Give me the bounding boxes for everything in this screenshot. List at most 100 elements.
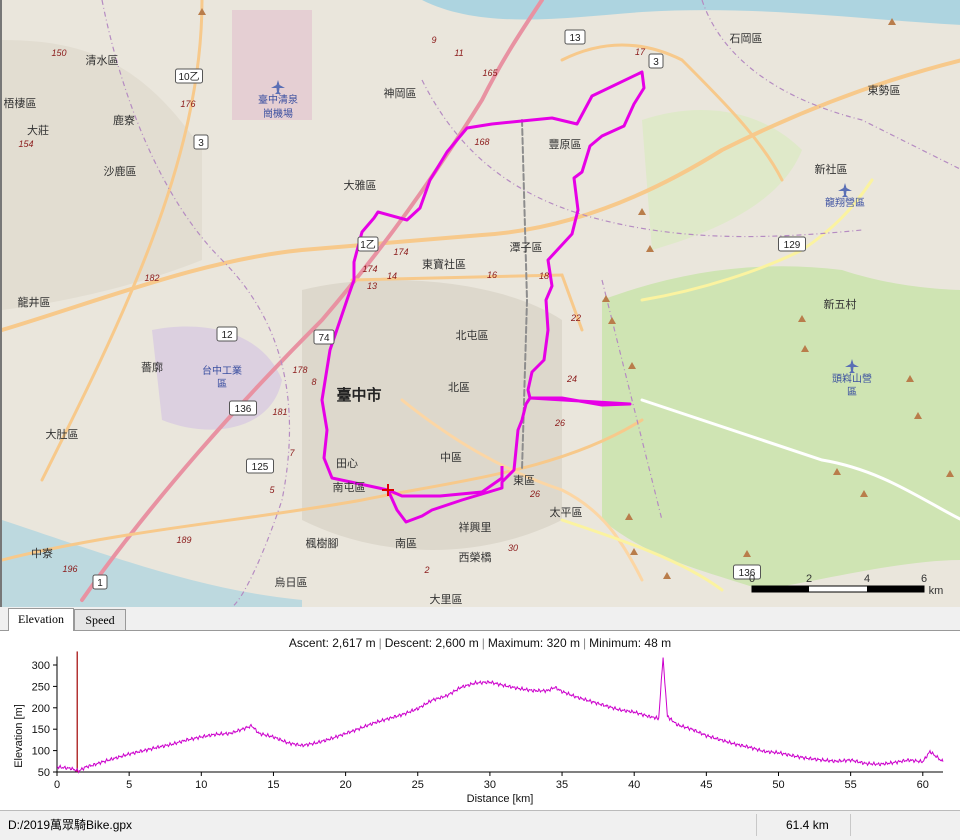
poi-label: 區	[217, 378, 227, 390]
district-label: 神岡區	[384, 86, 417, 100]
tab-elevation[interactable]: Elevation	[8, 608, 74, 631]
district-label: 祥興里	[459, 520, 492, 534]
y-tick-label: 100	[32, 746, 50, 758]
district-label: 沙鹿區	[104, 164, 137, 178]
route-shield-label: 10乙	[178, 71, 199, 83]
poi-label: 頭嵙山營	[832, 372, 872, 385]
district-label: 中寮	[31, 546, 53, 560]
district-label: 中區	[440, 451, 462, 464]
gpx-route	[320, 70, 646, 524]
road-number-label: 7	[289, 448, 295, 458]
x-axis-label: Distance [km]	[467, 793, 534, 805]
route-shield: 129	[778, 236, 806, 252]
x-tick-label: 50	[772, 779, 784, 791]
city-label: 臺中市	[336, 386, 381, 404]
route-shield: 136	[229, 400, 257, 416]
ascent-stat: Ascent: 2,617 m	[288, 636, 376, 650]
route-shield-label: 74	[318, 333, 330, 344]
y-tick-label: 250	[32, 681, 50, 693]
route-shield: 3	[193, 134, 209, 150]
road-number-label: 154	[18, 139, 33, 149]
descent-stat: Descent: 2,600 m	[384, 636, 479, 650]
road-number-label: 5	[269, 485, 275, 495]
status-divider	[756, 814, 757, 836]
route-shield-label: 12	[221, 330, 233, 341]
y-tick-label: 200	[32, 703, 50, 715]
status-file-path: D:/2019萬眾騎Bike.gpx	[8, 818, 133, 832]
current-position-marker	[382, 484, 394, 496]
route-shield-label: 129	[784, 240, 801, 251]
y-tick-label: 300	[32, 660, 50, 672]
x-tick-label: 5	[126, 779, 132, 791]
road-number-label: 196	[62, 564, 77, 574]
elevation-profile-line	[56, 657, 944, 774]
y-tick-label: 50	[38, 767, 50, 779]
district-label: 西榮橋	[459, 550, 492, 564]
x-tick-label: 0	[54, 779, 60, 791]
road-number-label: 30	[508, 543, 518, 553]
poi-label: 龍翔營區	[825, 196, 865, 209]
district-label: 梧棲區	[4, 96, 37, 110]
airport-icon	[271, 80, 285, 94]
y-axis-label: Elevation [m]	[13, 704, 25, 768]
poi-label: 區	[847, 386, 857, 398]
route-shield: 13	[564, 29, 586, 45]
road-number-label: 14	[387, 271, 397, 281]
district-label: 南屯區	[333, 481, 366, 494]
road-number-label: 174	[362, 264, 377, 274]
tab-speed[interactable]: Speed	[74, 609, 126, 630]
road-number-label: 24	[566, 374, 577, 384]
river-dajia	[2, 0, 960, 25]
district-label: 太平區	[550, 506, 583, 519]
road-number-label: 165	[482, 68, 498, 78]
district-label: 新社區	[815, 162, 848, 176]
district-label: 大里區	[430, 592, 463, 606]
map-view[interactable]: 清水區 梧棲區 大莊 鹿寮 沙鹿區 龍井區 大肚區 中寮 神岡區 大雅區 豐原區 潭子區 東寶社區 北屯區…	[0, 0, 960, 607]
scale-label-6: 6	[921, 573, 927, 585]
route-shield: 125	[246, 458, 274, 474]
x-tick-label: 10	[195, 779, 207, 791]
route-shield-label: 1	[97, 578, 103, 589]
district-label: 北屯區	[456, 329, 489, 342]
district-label: 北區	[448, 381, 470, 394]
route-shield-label: 125	[252, 462, 269, 473]
road-number-label: 11	[454, 48, 463, 58]
scale-label-0: 0	[749, 573, 755, 585]
district-label: 龍井區	[18, 295, 51, 309]
route-shield-label: 3	[198, 138, 204, 149]
district-label: 南區	[395, 537, 417, 550]
status-divider	[850, 814, 851, 836]
road-number-label: 150	[51, 48, 66, 58]
x-tick-label: 15	[267, 779, 279, 791]
x-tick-label: 25	[412, 779, 424, 791]
route-shield-label: 13	[569, 33, 581, 44]
scale-label-2: 2	[806, 573, 812, 585]
road-number-label: 26	[529, 489, 540, 499]
elevation-panel: Ascent: 2,617 m | Descent: 2,600 m | Maximum…	[0, 630, 960, 811]
x-tick-label: 35	[556, 779, 568, 791]
scale-unit: km	[929, 585, 944, 597]
route-shield: 1乙	[357, 236, 379, 252]
forest-north	[642, 110, 802, 250]
road-number-label: 2	[423, 565, 429, 575]
road-number-label: 168	[474, 137, 489, 147]
district-label: 烏日區	[275, 575, 308, 589]
road-number-label: 26	[554, 418, 565, 428]
route-shield: 74	[313, 329, 335, 345]
route-shield: 10乙	[175, 68, 203, 84]
district-label: 潭子區	[510, 241, 543, 254]
river-wu	[2, 520, 302, 607]
district-label: 田心	[336, 457, 358, 470]
route-shield: 3	[648, 53, 664, 69]
road-number-label: 174	[393, 247, 408, 257]
district-label: 東勢區	[868, 83, 901, 97]
x-tick-label: 20	[339, 779, 351, 791]
route-shield: 1	[92, 574, 108, 590]
road-number-label: 9	[431, 35, 436, 45]
district-label: 大肚區	[46, 427, 79, 441]
roads-layer	[2, 0, 960, 602]
x-tick-label: 60	[917, 779, 929, 791]
district-label: 大雅區	[344, 178, 377, 192]
elevation-chart[interactable]: Elevation [m] Distance [km] 501001502002…	[0, 631, 960, 811]
